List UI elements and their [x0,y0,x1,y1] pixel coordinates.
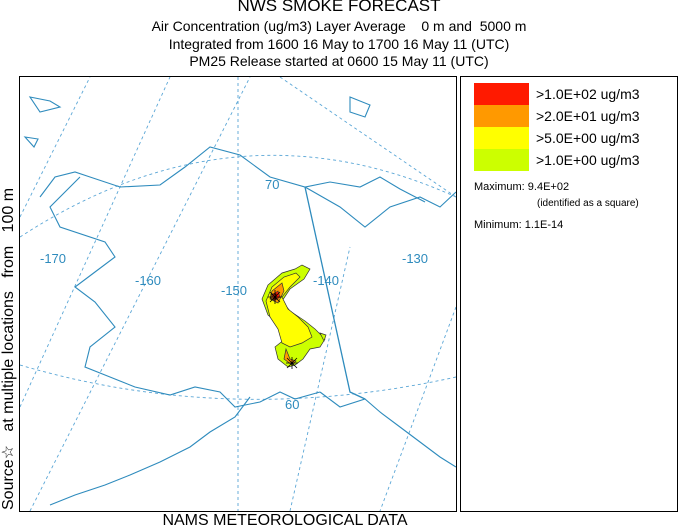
island-3 [349,96,371,118]
minimum-value: 1.1E-14 [524,219,564,231]
legend-swatch-2 [474,105,529,127]
map-panel: -170 -160 -150 -140 -130 70 60 [19,76,457,512]
subtitle-concentration: Air Concentration (ug/m3) Layer Average … [151,18,527,34]
subtitle-integration: Integrated from 1600 16 May to 1700 16 M… [168,36,510,52]
meridian-m170 [20,77,91,218]
legend-label-4: >1.0E+00 ug/m3 [536,152,640,168]
source-star-south [286,357,298,369]
island-2 [23,136,39,148]
source-star-north [268,290,282,304]
maximum-label: Maximum: [474,181,525,193]
lon-label-m170: -170 [40,251,66,266]
source-side-label: Source☆ at multiple locations from 100 m [0,187,17,510]
minimum-stat: Minimum: 1.1E-14 [474,219,563,231]
maximum-square [270,293,277,300]
border-line [304,186,366,400]
panhandle-coast [319,391,456,468]
latitude-line-60 [20,364,456,400]
meridian-m130 [379,306,456,511]
plume-isolated [319,332,327,342]
lon-label-m130: -130 [402,251,428,266]
source-markers [268,290,298,369]
legend-swatch-4 [474,149,529,171]
data-source-footer: NAMS METEOROLOGICAL DATA [162,512,408,529]
south-coast [49,396,251,506]
maximum-note: (identified as a square) [537,198,639,209]
subtitle-release: PM25 Release started at 0600 15 May 11 (… [189,53,489,69]
latitude-line-70 [20,154,456,238]
island-1 [28,96,62,113]
maximum-stat: Maximum: 9.4E+02 [474,181,569,193]
legend-label-2: >2.0E+01 ug/m3 [536,108,640,124]
maximum-value: 9.4E+02 [527,181,570,193]
legend-swatch-3 [474,127,529,149]
legend-label-3: >5.0E+00 ug/m3 [536,130,640,146]
minimum-label: Minimum: [474,219,522,231]
meridian-m160 [20,77,171,408]
lon-label-m140: -140 [313,273,339,288]
legend-label-1: >1.0E+02 ug/m3 [536,86,640,102]
map-title: NWS SMOKE FORECAST [237,0,441,15]
alaska-map: -170 -160 -150 -140 -130 70 60 [20,77,456,511]
graticule [20,77,456,511]
lat-label-60: 60 [285,397,299,412]
north-coast [39,146,426,203]
lon-label-m160: -160 [135,273,161,288]
west-coast [49,176,321,408]
lon-label-m150: -150 [221,283,247,298]
lat-label-70: 70 [265,177,279,192]
coastline [23,96,456,506]
canada-coast [304,186,456,228]
legend-swatch-1 [474,83,529,105]
legend-panel: >1.0E+02 ug/m3 >2.0E+01 ug/m3 >5.0E+00 u… [460,76,678,512]
meridian-north [279,77,456,198]
